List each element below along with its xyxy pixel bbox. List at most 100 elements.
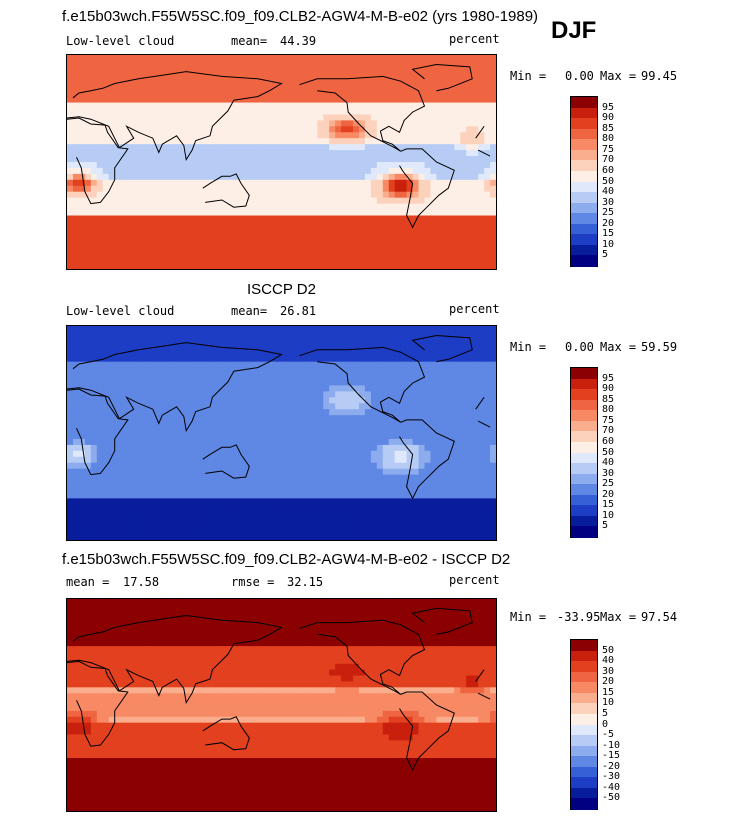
colorbar-tick-label: 90	[602, 112, 615, 124]
colorbar-swatch	[571, 463, 597, 475]
colorbar-swatch	[571, 97, 597, 109]
colorbar-swatch	[571, 494, 597, 506]
colorbar-swatch	[571, 368, 597, 380]
coastline	[411, 334, 473, 363]
colorbar-tick-label: 5	[602, 249, 609, 261]
colorbar: 95 90 85 80 75 70 60 50 40 30 25 20 15 10 5	[570, 367, 614, 538]
colorbar-tick-label: -20	[602, 760, 621, 772]
min-label: Min =	[510, 69, 547, 83]
min-label: Min =	[510, 340, 547, 354]
max-label: Max =	[600, 610, 637, 624]
map-canvas	[67, 55, 496, 269]
mean-label: mean =	[66, 575, 110, 589]
colorbar-swatch	[571, 410, 597, 422]
colorbar-swatch	[571, 777, 597, 789]
colorbar-tick-label: 15	[602, 499, 615, 511]
colorbar-tick-label: 75	[602, 143, 615, 155]
colorbar-swatch	[571, 703, 597, 715]
colorbar-swatch	[571, 181, 597, 193]
colorbar-tick-label: 40	[602, 457, 615, 469]
colorbar-tick-label: 90	[602, 383, 615, 395]
colorbar-swatch	[571, 107, 597, 119]
coastline	[299, 346, 426, 423]
rmse-value: 32.15	[287, 575, 324, 589]
panel-title: f.e15b03wch.F55W5SC.f09_f09.CLB2-AGW4-M-…	[62, 551, 511, 568]
colorbar-swatch	[571, 213, 597, 225]
unit-label: percent	[449, 573, 500, 587]
colorbar-swatch	[571, 787, 597, 800]
mean-label: mean=	[231, 304, 268, 318]
mean-value: 26.81	[280, 304, 317, 318]
colorbar-swatch	[571, 202, 597, 214]
colorbar-swatch	[571, 515, 597, 528]
colorbar-swatch	[571, 139, 597, 151]
coastline	[399, 148, 455, 229]
colorbar-tick-label: 10	[602, 509, 615, 521]
colorbar-tick-label: 60	[602, 164, 615, 176]
season-label: DJF	[551, 17, 597, 44]
colorbar-tick-label: 75	[602, 414, 615, 426]
colorbar-tick-label: 30	[602, 196, 615, 208]
colorbar-tick-label: 70	[602, 425, 615, 437]
colorbar-swatch	[571, 484, 597, 496]
colorbar-tick-label: 50	[602, 446, 615, 458]
colorbar: 95 90 85 80 75 70 60 50 40 30 25 20 15 10 5	[570, 96, 614, 267]
colorbar-tick-label: 10	[602, 238, 615, 250]
colorbar-tick-label: 70	[602, 154, 615, 166]
colorbar-tick-label: 95	[602, 372, 615, 384]
mean-label: mean=	[231, 34, 268, 48]
colorbar-swatch	[571, 234, 597, 246]
colorbar: 50 40 30 20 15 10 5 0 -5 -10 -15 -20 -30 -40 -50	[570, 639, 620, 810]
colorbar-swatch	[571, 650, 597, 662]
colorbar-swatch	[571, 745, 597, 757]
colorbar-tick-label: 15	[602, 686, 615, 698]
colorbar-swatch	[571, 713, 597, 726]
max-value: 99.45	[641, 69, 678, 83]
map-model	[66, 54, 497, 270]
min-value: -33.95	[557, 610, 601, 624]
coastline	[411, 607, 473, 635]
variable-label: Low-level cloud	[66, 304, 175, 318]
colorbar-tick-label: -30	[602, 771, 621, 783]
colorbar-swatch	[571, 735, 597, 747]
colorbar-swatch	[571, 473, 597, 485]
coastline	[411, 63, 473, 92]
colorbar-swatch	[571, 682, 597, 694]
colorbar-tick-label: 80	[602, 404, 615, 416]
colorbar-tick-label: 20	[602, 217, 615, 229]
colorbar-tick-label: 25	[602, 478, 615, 490]
coastline	[67, 117, 491, 205]
colorbar-swatch	[571, 756, 597, 768]
colorbar-tick-label: 50	[602, 644, 615, 656]
colorbar-swatch	[571, 118, 597, 130]
unit-label: percent	[449, 32, 500, 46]
coastline	[299, 75, 426, 152]
colorbar-tick-label: 5	[602, 707, 609, 719]
colorbar-tick-label: -5	[602, 729, 615, 741]
max-value: 97.54	[641, 610, 678, 624]
colorbar-tick-label: 25	[602, 207, 615, 219]
colorbar-swatch	[571, 255, 597, 267]
colorbar-swatch	[571, 661, 597, 673]
unit-label: percent	[449, 302, 500, 316]
coastline	[202, 444, 250, 479]
colorbar-tick-label: -40	[602, 781, 621, 793]
coastline	[67, 71, 283, 161]
colorbar-swatch	[571, 640, 597, 652]
max-label: Max =	[600, 340, 637, 354]
colorbar-tick-label: -15	[602, 750, 621, 762]
min-value: 0.00	[565, 69, 594, 83]
colorbar-tick-label: 40	[602, 186, 615, 198]
max-label: Max =	[600, 69, 637, 83]
colorbar-swatch	[571, 505, 597, 517]
colorbar-tick-label: 20	[602, 676, 615, 688]
colorbar-swatch	[571, 420, 597, 432]
colorbar-tick-label: 20	[602, 488, 615, 500]
colorbar-swatch	[571, 399, 597, 411]
mean-value: 17.58	[123, 575, 160, 589]
colorbar-swatch	[571, 128, 597, 140]
mean-value: 44.39	[280, 34, 317, 48]
panel-title: f.e15b03wch.F55W5SC.f09_f09.CLB2-AGW4-M-…	[62, 8, 539, 25]
colorbar-swatch	[571, 766, 597, 778]
colorbar-swatch	[571, 149, 597, 161]
